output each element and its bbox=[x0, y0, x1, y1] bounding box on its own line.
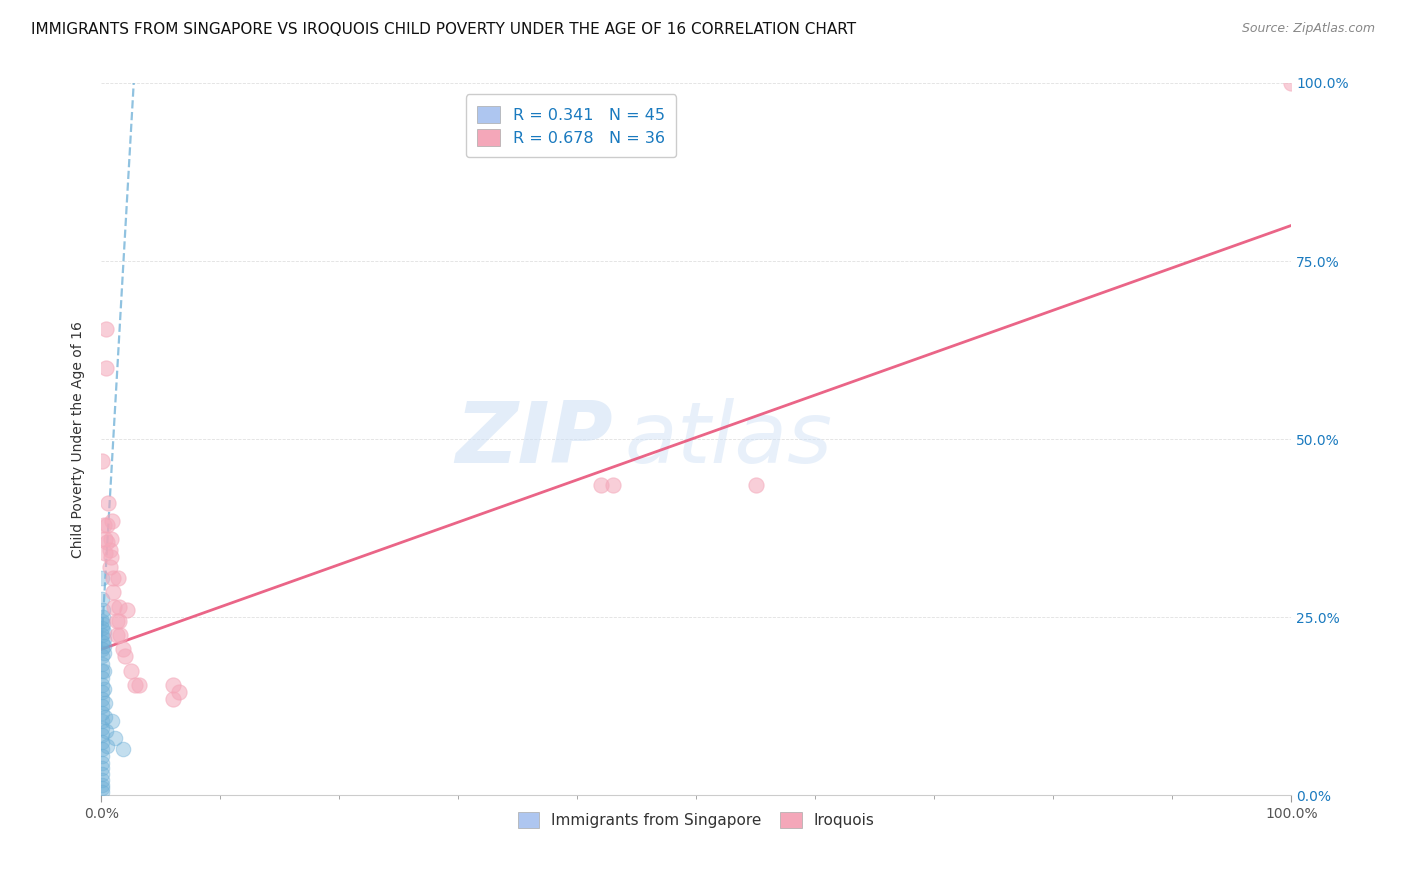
Point bbox=[167, 685, 190, 699]
Point bbox=[111, 642, 134, 657]
Point bbox=[101, 585, 124, 599]
Point bbox=[91, 714, 114, 728]
Point bbox=[91, 678, 114, 692]
Point bbox=[91, 664, 114, 678]
Point bbox=[91, 772, 114, 787]
Point bbox=[96, 517, 118, 532]
Point bbox=[91, 628, 114, 642]
Point bbox=[104, 731, 127, 746]
Point bbox=[94, 710, 117, 724]
Point bbox=[98, 542, 121, 557]
Point bbox=[162, 692, 184, 706]
Point bbox=[90, 571, 112, 585]
Point bbox=[589, 478, 612, 492]
Point bbox=[105, 614, 128, 628]
Point bbox=[93, 624, 115, 639]
Point bbox=[91, 699, 114, 714]
Point bbox=[91, 617, 114, 632]
Point bbox=[103, 599, 125, 614]
Point bbox=[91, 761, 114, 775]
Point bbox=[91, 767, 114, 781]
Text: ZIP: ZIP bbox=[456, 398, 613, 481]
Point bbox=[96, 739, 118, 753]
Point bbox=[91, 453, 114, 467]
Point bbox=[100, 549, 122, 564]
Point bbox=[91, 657, 114, 671]
Point bbox=[93, 681, 115, 696]
Point bbox=[124, 678, 146, 692]
Text: Source: ZipAtlas.com: Source: ZipAtlas.com bbox=[1241, 22, 1375, 36]
Point bbox=[93, 517, 115, 532]
Point bbox=[94, 360, 117, 375]
Point bbox=[100, 532, 122, 546]
Point bbox=[91, 781, 114, 796]
Point bbox=[97, 496, 120, 510]
Point bbox=[91, 592, 114, 607]
Point bbox=[108, 614, 131, 628]
Point bbox=[93, 646, 115, 660]
Point bbox=[114, 649, 136, 664]
Point bbox=[91, 692, 114, 706]
Point bbox=[91, 614, 114, 628]
Point bbox=[91, 728, 114, 742]
Point bbox=[111, 742, 134, 756]
Point bbox=[91, 685, 114, 699]
Point bbox=[120, 664, 142, 678]
Point bbox=[94, 322, 117, 336]
Point bbox=[91, 785, 114, 799]
Point bbox=[93, 632, 115, 646]
Text: IMMIGRANTS FROM SINGAPORE VS IROQUOIS CHILD POVERTY UNDER THE AGE OF 16 CORRELAT: IMMIGRANTS FROM SINGAPORE VS IROQUOIS CH… bbox=[31, 22, 856, 37]
Point bbox=[91, 603, 114, 617]
Point bbox=[94, 532, 117, 546]
Point bbox=[91, 756, 114, 771]
Point bbox=[107, 571, 129, 585]
Point bbox=[94, 546, 117, 560]
Point bbox=[117, 603, 139, 617]
Point bbox=[93, 664, 115, 678]
Point bbox=[602, 478, 624, 492]
Point bbox=[128, 678, 150, 692]
Point bbox=[1279, 76, 1302, 90]
Point bbox=[101, 714, 124, 728]
Point bbox=[162, 678, 184, 692]
Point bbox=[108, 599, 131, 614]
Point bbox=[91, 735, 114, 749]
Point bbox=[101, 571, 124, 585]
Point bbox=[105, 628, 128, 642]
Point bbox=[91, 778, 114, 792]
Point bbox=[91, 621, 114, 635]
Point bbox=[93, 639, 115, 653]
Point bbox=[110, 628, 132, 642]
Y-axis label: Child Poverty Under the Age of 16: Child Poverty Under the Age of 16 bbox=[72, 321, 86, 558]
Point bbox=[91, 649, 114, 664]
Point bbox=[94, 696, 117, 710]
Point bbox=[91, 635, 114, 649]
Point bbox=[96, 535, 118, 549]
Point bbox=[91, 671, 114, 685]
Point bbox=[94, 724, 117, 739]
Text: atlas: atlas bbox=[624, 398, 832, 481]
Point bbox=[91, 749, 114, 764]
Legend: Immigrants from Singapore, Iroquois: Immigrants from Singapore, Iroquois bbox=[512, 805, 880, 834]
Point bbox=[101, 514, 124, 528]
Point bbox=[91, 706, 114, 721]
Point bbox=[91, 742, 114, 756]
Point bbox=[98, 560, 121, 574]
Point bbox=[91, 721, 114, 735]
Point bbox=[745, 478, 768, 492]
Point bbox=[91, 642, 114, 657]
Point bbox=[91, 610, 114, 624]
